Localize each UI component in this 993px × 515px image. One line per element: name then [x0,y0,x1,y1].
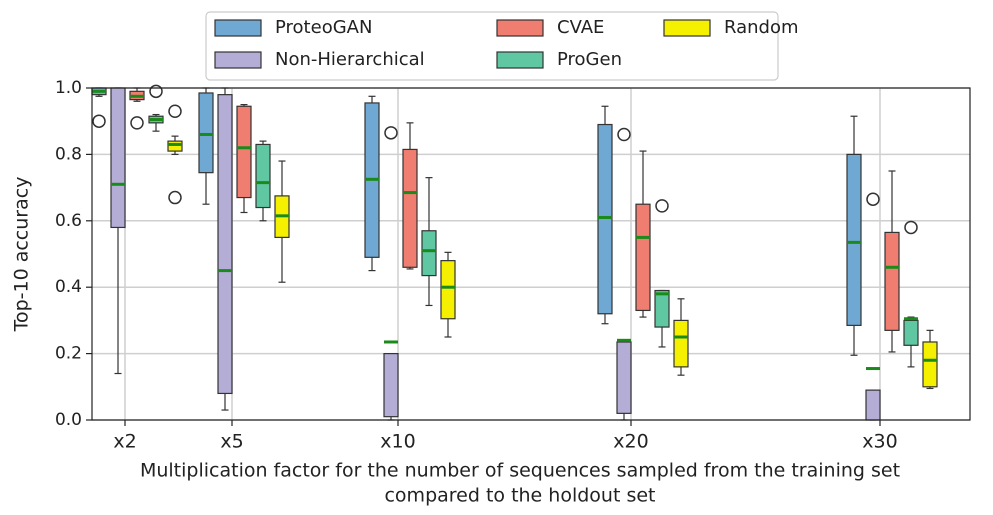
box [922,341,938,388]
legend-swatch [214,51,262,69]
box [654,289,670,328]
flier [92,114,106,128]
box [236,105,252,199]
box [110,87,126,229]
legend-swatch [496,51,544,69]
x-tick-label: x20 [613,431,648,453]
box [167,140,183,152]
box [440,260,456,320]
flier [384,126,398,140]
legend-box [205,11,779,81]
box [217,94,233,395]
y-tick-label: 0.4 [55,277,82,297]
box [597,123,613,315]
legend-label: ProteoGAN [275,17,372,38]
flier [866,192,880,206]
box [402,148,418,268]
legend-label: CVAE [557,17,604,38]
box [198,92,214,174]
box [846,153,862,326]
x-tick-label: x5 [220,431,243,453]
x-axis-label: Multiplication factor for the number of … [140,460,900,482]
legend-label: Random [724,17,799,38]
x-tick-label: x2 [113,431,136,453]
box [673,319,689,368]
box [635,203,651,312]
legend-label: Non-Hierarchical [275,49,425,70]
plot-frame [91,87,971,421]
y-tick-label: 0.0 [55,410,82,430]
legend-swatch [663,19,711,37]
box [884,231,900,331]
legend-swatch [496,19,544,37]
x-axis-label: compared to the holdout set [384,485,655,507]
flier [168,190,182,205]
x-tick-label: x10 [380,431,415,453]
flier [168,104,182,118]
legend-swatch [214,19,262,37]
box [903,319,919,346]
flier [617,127,631,142]
box [421,230,437,277]
y-tick-label: 0.8 [55,144,82,164]
legend-label: ProGen [557,49,622,70]
box [255,143,271,209]
flier [904,220,918,235]
flier [130,116,144,130]
y-axis-label: Top-10 accuracy [11,177,33,333]
flier [655,199,669,213]
box [616,341,632,414]
box [383,353,399,418]
flier [149,84,163,99]
y-tick-label: 0.2 [55,344,82,364]
y-tick-label: 0.6 [55,211,82,231]
x-tick-label: x30 [862,431,897,453]
box [865,389,881,421]
y-tick-label: 1.0 [55,78,82,98]
